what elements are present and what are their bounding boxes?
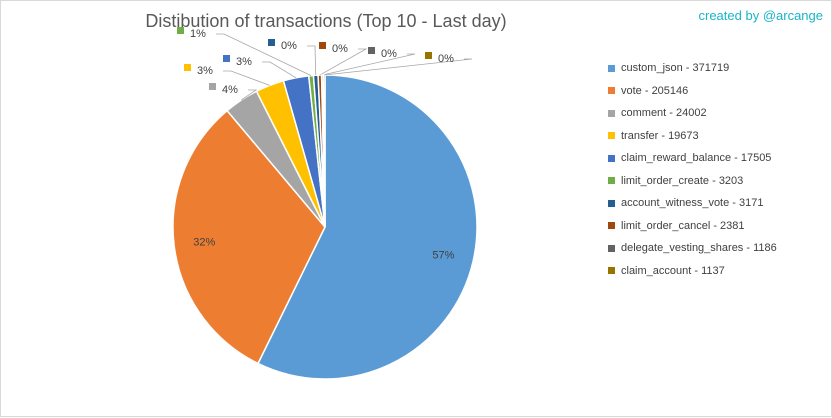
legend-label: comment - 24002 <box>621 107 707 119</box>
leader-line <box>322 53 416 76</box>
legend-item-custom-json: custom_json - 371719 <box>608 59 828 77</box>
legend-swatch <box>608 87 615 94</box>
leader-line <box>319 48 368 76</box>
legend-label: limit_order_create - 3203 <box>621 174 744 187</box>
leader-line <box>216 33 312 76</box>
legend-swatch <box>608 64 615 72</box>
legend-label: delegate_vesting_shares - 1186 <box>621 242 777 254</box>
slice-label-swatch <box>177 27 184 34</box>
legend-item-claim-account: claim_account - 1137 <box>608 262 828 280</box>
slice-label-limit-order-cancel: 0% <box>332 43 348 55</box>
slice-label-claim-account: 0% <box>438 53 454 65</box>
legend-swatch <box>608 177 615 184</box>
slice-label-swatch <box>425 52 432 59</box>
slice-label-account-witness-vote: 0% <box>281 40 297 52</box>
leader-line <box>262 61 297 79</box>
legend-item-delegate-vesting-shares: delegate_vesting_shares - 1186 <box>608 239 828 257</box>
legend-item-claim-reward-balance: claim_reward_balance - 17505 <box>608 149 828 167</box>
credit-text: created by @arcange <box>698 8 824 23</box>
slice-label-claim-reward-balance: 3% <box>236 56 252 68</box>
legend-item-account-witness-vote: account_witness_vote - 3171 <box>608 194 828 212</box>
legend-label: transfer - 19673 <box>621 129 699 142</box>
legend-swatch <box>608 109 615 117</box>
legend-swatch <box>608 154 615 162</box>
legend-item-vote: vote - 205146 <box>608 82 828 100</box>
leader-line <box>241 89 258 101</box>
legend-label: claim_account - 1137 <box>621 264 725 277</box>
slice-label-swatch <box>184 64 191 71</box>
legend-label: vote - 205146 <box>621 84 689 97</box>
slice-label-delegate-vesting-shares: 0% <box>381 48 397 60</box>
slice-label-swatch <box>209 83 216 90</box>
legend-label: custom_json - 371719 <box>621 62 730 74</box>
leader-line <box>307 45 317 76</box>
slice-label-vote: 32% <box>193 237 215 249</box>
slice-label-swatch <box>368 47 375 54</box>
chart-title: Distibution of transactions (Top 10 - La… <box>145 11 507 31</box>
slice-label-swatch <box>268 39 275 46</box>
legend-label: account_witness_vote - 3171 <box>621 197 764 209</box>
slice-label-comment: 4% <box>222 84 238 96</box>
pie-slice-vote <box>172 109 326 365</box>
slice-label-custom-json: 57% <box>432 250 454 262</box>
legend-item-transfer: transfer - 19673 <box>608 127 828 145</box>
legend-swatch <box>608 132 615 139</box>
legend-label: limit_order_cancel - 2381 <box>621 219 745 232</box>
leader-line <box>324 58 473 76</box>
legend-label: claim_reward_balance - 17505 <box>621 152 772 164</box>
pie-slice-custom-json <box>256 74 478 380</box>
slice-label-limit-order-create: 1% <box>190 28 206 40</box>
legend-swatch <box>608 199 615 207</box>
slice-label-transfer: 3% <box>197 65 213 77</box>
leader-line <box>223 70 270 86</box>
slice-label-swatch <box>319 42 326 49</box>
legend-swatch <box>608 222 615 229</box>
slice-label-swatch <box>223 55 230 62</box>
legend-item-comment: comment - 24002 <box>608 104 828 122</box>
legend-item-limit-order-create: limit_order_create - 3203 <box>608 172 828 190</box>
legend-swatch <box>608 267 615 274</box>
legend-item-limit-order-cancel: limit_order_cancel - 2381 <box>608 217 828 235</box>
legend-swatch <box>608 244 615 252</box>
